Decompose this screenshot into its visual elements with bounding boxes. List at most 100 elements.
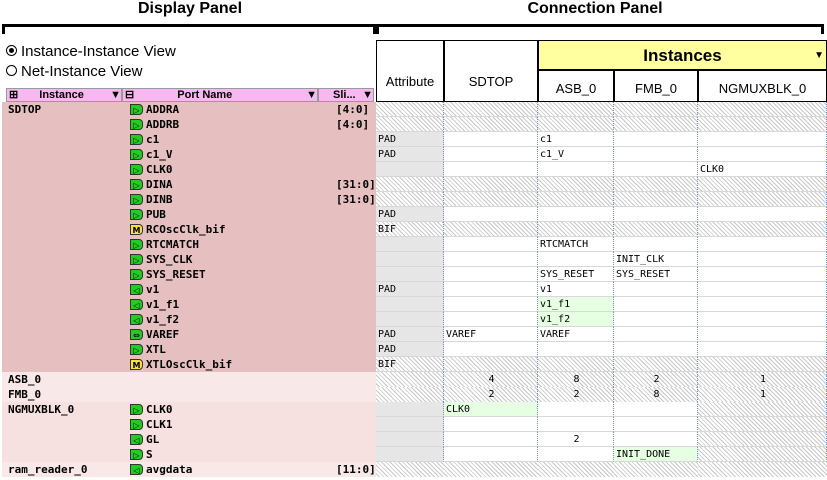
port-name[interactable]: DINB [146, 193, 173, 206]
conn-cell-fmb[interactable] [614, 417, 698, 432]
conn-cell-attr[interactable] [376, 447, 444, 462]
conn-cell-ngmux[interactable] [698, 102, 827, 117]
conn-cell-sdtop[interactable] [444, 177, 538, 192]
conn-cell-fmb[interactable] [614, 207, 698, 222]
port-name[interactable]: XTLOscClk_bif [146, 358, 233, 371]
conn-count-ngmux[interactable]: 1 [698, 372, 827, 387]
port-name[interactable]: CLK1 [146, 418, 173, 431]
conn-cell-sdtop[interactable] [444, 417, 538, 432]
conn-cell-sdtop[interactable] [444, 252, 538, 267]
conn-cell-sdtop[interactable] [444, 207, 538, 222]
conn-cell-asb[interactable] [538, 402, 614, 417]
conn-cell-attr[interactable]: PAD [376, 132, 444, 147]
conn-cell-asb[interactable] [538, 192, 614, 207]
conn-cell-fmb[interactable] [614, 132, 698, 147]
attribute-header[interactable]: Attribute [376, 40, 444, 102]
conn-cell-fmb[interactable] [614, 237, 698, 252]
conn-cell-asb[interactable] [538, 252, 614, 267]
sdtop-header[interactable]: SDTOP [444, 40, 538, 102]
conn-cell-attr[interactable] [376, 162, 444, 177]
conn-cell-attr[interactable] [376, 237, 444, 252]
conn-cell-fmb[interactable] [614, 102, 698, 117]
conn-cell-sdtop[interactable] [444, 297, 538, 312]
dropdown-icon[interactable]: ▼ [362, 89, 373, 101]
conn-cell-fmb[interactable]: SYS_RESET [614, 267, 698, 282]
conn-cell-ngmux[interactable] [698, 207, 827, 222]
conn-cell-sdtop[interactable]: CLK0 [444, 402, 538, 417]
conn-cell-ngmux[interactable] [698, 447, 827, 462]
port-name[interactable]: XTL [146, 343, 166, 356]
conn-cell-asb[interactable] [538, 447, 614, 462]
expand-icon[interactable]: ⊞ [9, 89, 19, 101]
port-name[interactable]: SYS_CLK [146, 253, 193, 266]
conn-count-ngmux[interactable]: 1 [698, 387, 827, 402]
conn-cell-asb[interactable]: v1_f2 [538, 312, 614, 327]
dropdown-icon[interactable]: ▼ [814, 50, 824, 61]
conn-cell-attr[interactable] [376, 462, 444, 477]
conn-cell-ngmux[interactable] [698, 327, 827, 342]
conn-cell-attr[interactable]: BIF [376, 222, 444, 237]
conn-cell-sdtop[interactable] [444, 267, 538, 282]
conn-cell-ngmux[interactable] [698, 132, 827, 147]
port-name[interactable]: SYS_RESET [146, 268, 206, 281]
conn-cell-asb[interactable]: VAREF [538, 327, 614, 342]
conn-cell-sdtop[interactable] [444, 462, 538, 477]
conn-cell-ngmux[interactable] [698, 177, 827, 192]
conn-cell-sdtop[interactable] [444, 447, 538, 462]
conn-cell-fmb[interactable] [614, 402, 698, 417]
conn-cell-attr[interactable]: PAD [376, 147, 444, 162]
expand-icon[interactable]: ⊟ [125, 89, 135, 101]
conn-cell-ngmux[interactable] [698, 312, 827, 327]
conn-cell-fmb[interactable] [614, 222, 698, 237]
conn-cell-attr[interactable] [376, 252, 444, 267]
conn-cell-attr[interactable] [376, 102, 444, 117]
conn-cell-attr[interactable] [376, 117, 444, 132]
conn-cell-fmb[interactable] [614, 312, 698, 327]
conn-cell-asb[interactable] [538, 117, 614, 132]
port-name[interactable]: RCOscClk_bif [146, 223, 226, 236]
conn-cell-ngmux[interactable] [698, 192, 827, 207]
conn-cell-fmb[interactable] [614, 282, 698, 297]
conn-cell-attr[interactable] [376, 267, 444, 282]
collapsed-instance-label[interactable]: ASB_0 [8, 373, 42, 386]
conn-cell-fmb[interactable] [614, 357, 698, 372]
port-name-column-header[interactable]: ⊟ Port Name ▼ [122, 88, 318, 102]
conn-cell-asb[interactable]: v1 [538, 282, 614, 297]
conn-cell-fmb[interactable] [614, 297, 698, 312]
conn-cell-sdtop[interactable] [444, 432, 538, 447]
conn-cell-sdtop[interactable] [444, 282, 538, 297]
conn-cell-asb[interactable] [538, 462, 614, 477]
conn-cell-attr[interactable]: PAD [376, 282, 444, 297]
conn-cell-ngmux[interactable]: CLK0 [698, 162, 827, 177]
conn-cell-asb[interactable]: c1 [538, 132, 614, 147]
instance-column-header[interactable]: ⊞ Instance ▼ [6, 88, 122, 102]
port-name[interactable]: GL [146, 433, 160, 446]
conn-cell-sdtop[interactable] [444, 342, 538, 357]
port-name[interactable]: CLK0 [146, 403, 173, 416]
conn-count-asb[interactable]: 2 [538, 387, 614, 402]
conn-cell-asb[interactable]: SYS_RESET [538, 267, 614, 282]
conn-count-asb[interactable]: 8 [538, 372, 614, 387]
slice-column-header[interactable]: Sli... ▼ [318, 88, 374, 102]
conn-cell-fmb[interactable] [614, 117, 698, 132]
conn-cell-ngmux[interactable] [698, 432, 827, 447]
conn-cell-attr[interactable]: PAD [376, 207, 444, 222]
instances-header[interactable]: Instances ▼ [538, 40, 827, 70]
conn-cell-fmb[interactable]: INIT_DONE [614, 447, 698, 462]
conn-cell-fmb[interactable] [614, 162, 698, 177]
port-name[interactable]: ADDRA [146, 103, 180, 116]
conn-cell-ngmux[interactable] [698, 417, 827, 432]
conn-cell-attr[interactable]: PAD [376, 327, 444, 342]
dropdown-icon[interactable]: ▼ [110, 89, 121, 101]
conn-count-attr[interactable] [376, 387, 444, 402]
port-name[interactable]: PUB [146, 208, 166, 221]
conn-cell-asb[interactable]: 2 [538, 432, 614, 447]
conn-cell-asb[interactable]: RTCMATCH [538, 237, 614, 252]
conn-cell-sdtop[interactable] [444, 162, 538, 177]
conn-cell-asb[interactable] [538, 207, 614, 222]
conn-cell-sdtop[interactable] [444, 357, 538, 372]
conn-cell-fmb[interactable] [614, 147, 698, 162]
conn-cell-fmb[interactable] [614, 177, 698, 192]
conn-cell-ngmux[interactable] [698, 357, 827, 372]
conn-cell-asb[interactable] [538, 342, 614, 357]
